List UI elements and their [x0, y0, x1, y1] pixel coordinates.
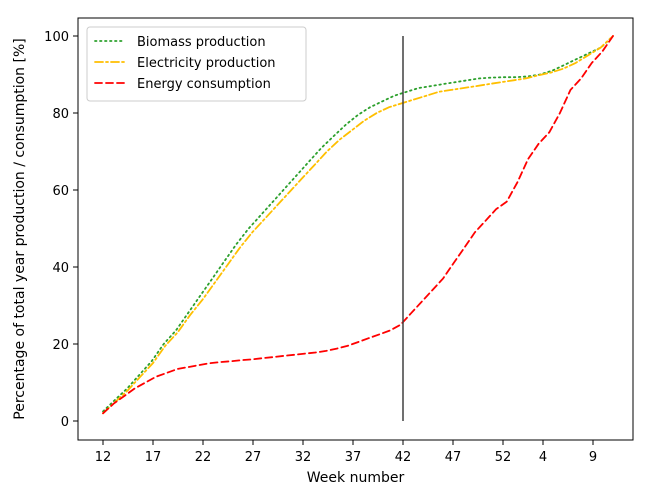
- x-axis-label: Week number: [307, 470, 405, 486]
- x-tick-label: 12: [95, 450, 112, 465]
- legend-label: Electricity production: [137, 56, 276, 71]
- y-tick-label: 80: [52, 107, 69, 122]
- x-tick-label: 27: [245, 450, 262, 465]
- plot-frame: [77, 17, 634, 441]
- x-tick-label: 4: [539, 450, 547, 465]
- y-tick-label: 20: [52, 338, 69, 353]
- legend-label: Biomass production: [137, 35, 266, 50]
- x-tick-label: 32: [295, 450, 312, 465]
- series-line-2: [102, 35, 614, 415]
- y-tick-label: 40: [52, 261, 69, 276]
- x-tick-label: 9: [589, 450, 597, 465]
- series-line-1: [102, 35, 614, 413]
- x-tick-label: 22: [195, 450, 212, 465]
- x-tick-label: 47: [445, 450, 462, 465]
- legend-label: Energy consumption: [137, 77, 271, 92]
- y-tick-label: 100: [44, 30, 69, 45]
- y-tick-label: 0: [61, 415, 69, 430]
- x-tick-label: 37: [345, 450, 362, 465]
- series-line-3: [102, 35, 614, 415]
- x-tick-label: 17: [145, 450, 162, 465]
- y-tick-label: 60: [52, 184, 69, 199]
- x-tick-label: 52: [495, 450, 512, 465]
- legend-box: [86, 26, 307, 102]
- x-tick-label: 42: [395, 450, 412, 465]
- y-axis-label: Percentage of total year production / co…: [12, 38, 28, 419]
